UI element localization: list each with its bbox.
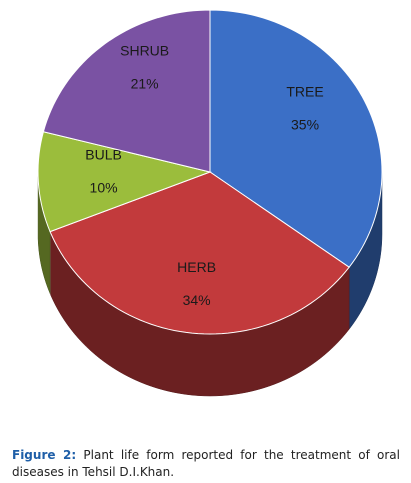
slice-label: SHRUB [120, 43, 169, 59]
slice-label: HERB [177, 259, 216, 275]
caption-text: Plant life form reported for the treatme… [12, 448, 400, 479]
value-label: 10% [90, 179, 118, 195]
slice [49, 171, 350, 335]
slice [209, 9, 383, 268]
slice-label: TREE [286, 84, 323, 100]
value-label: 35% [291, 117, 319, 133]
value-label: 34% [183, 292, 211, 308]
slice-label: BULB [85, 146, 122, 162]
value-label: 21% [131, 76, 159, 92]
caption: Figure 2: Plant life form reported for t… [12, 447, 400, 481]
slice [37, 131, 212, 233]
slice [42, 9, 211, 173]
chart: TREE 35% HERB 34% BULB 10% SHRUB 21% [37, 9, 383, 397]
caption-label: Figure 2: [12, 448, 77, 462]
